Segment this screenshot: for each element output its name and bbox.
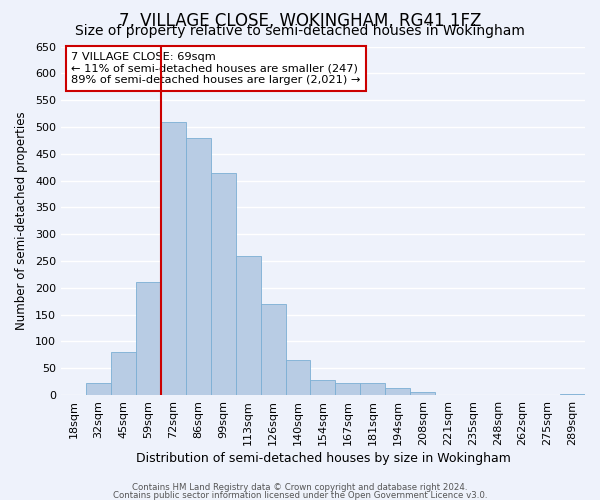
Bar <box>111 352 136 395</box>
Bar <box>186 138 211 395</box>
Bar <box>260 304 286 395</box>
Bar <box>361 382 385 395</box>
Bar <box>211 172 236 395</box>
Y-axis label: Number of semi-detached properties: Number of semi-detached properties <box>15 112 28 330</box>
Bar <box>560 394 585 395</box>
Bar <box>286 360 310 395</box>
Bar <box>335 382 361 395</box>
Bar <box>136 282 161 395</box>
Text: 7, VILLAGE CLOSE, WOKINGHAM, RG41 1FZ: 7, VILLAGE CLOSE, WOKINGHAM, RG41 1FZ <box>119 12 481 30</box>
Text: Contains public sector information licensed under the Open Government Licence v3: Contains public sector information licen… <box>113 490 487 500</box>
Bar <box>385 388 410 395</box>
Bar <box>161 122 186 395</box>
Bar <box>310 380 335 395</box>
Bar <box>86 384 111 395</box>
Text: 7 VILLAGE CLOSE: 69sqm
← 11% of semi-detached houses are smaller (247)
89% of se: 7 VILLAGE CLOSE: 69sqm ← 11% of semi-det… <box>71 52 361 85</box>
Bar <box>410 392 435 395</box>
X-axis label: Distribution of semi-detached houses by size in Wokingham: Distribution of semi-detached houses by … <box>136 452 511 465</box>
Text: Contains HM Land Registry data © Crown copyright and database right 2024.: Contains HM Land Registry data © Crown c… <box>132 483 468 492</box>
Text: Size of property relative to semi-detached houses in Wokingham: Size of property relative to semi-detach… <box>75 24 525 38</box>
Bar <box>236 256 260 395</box>
